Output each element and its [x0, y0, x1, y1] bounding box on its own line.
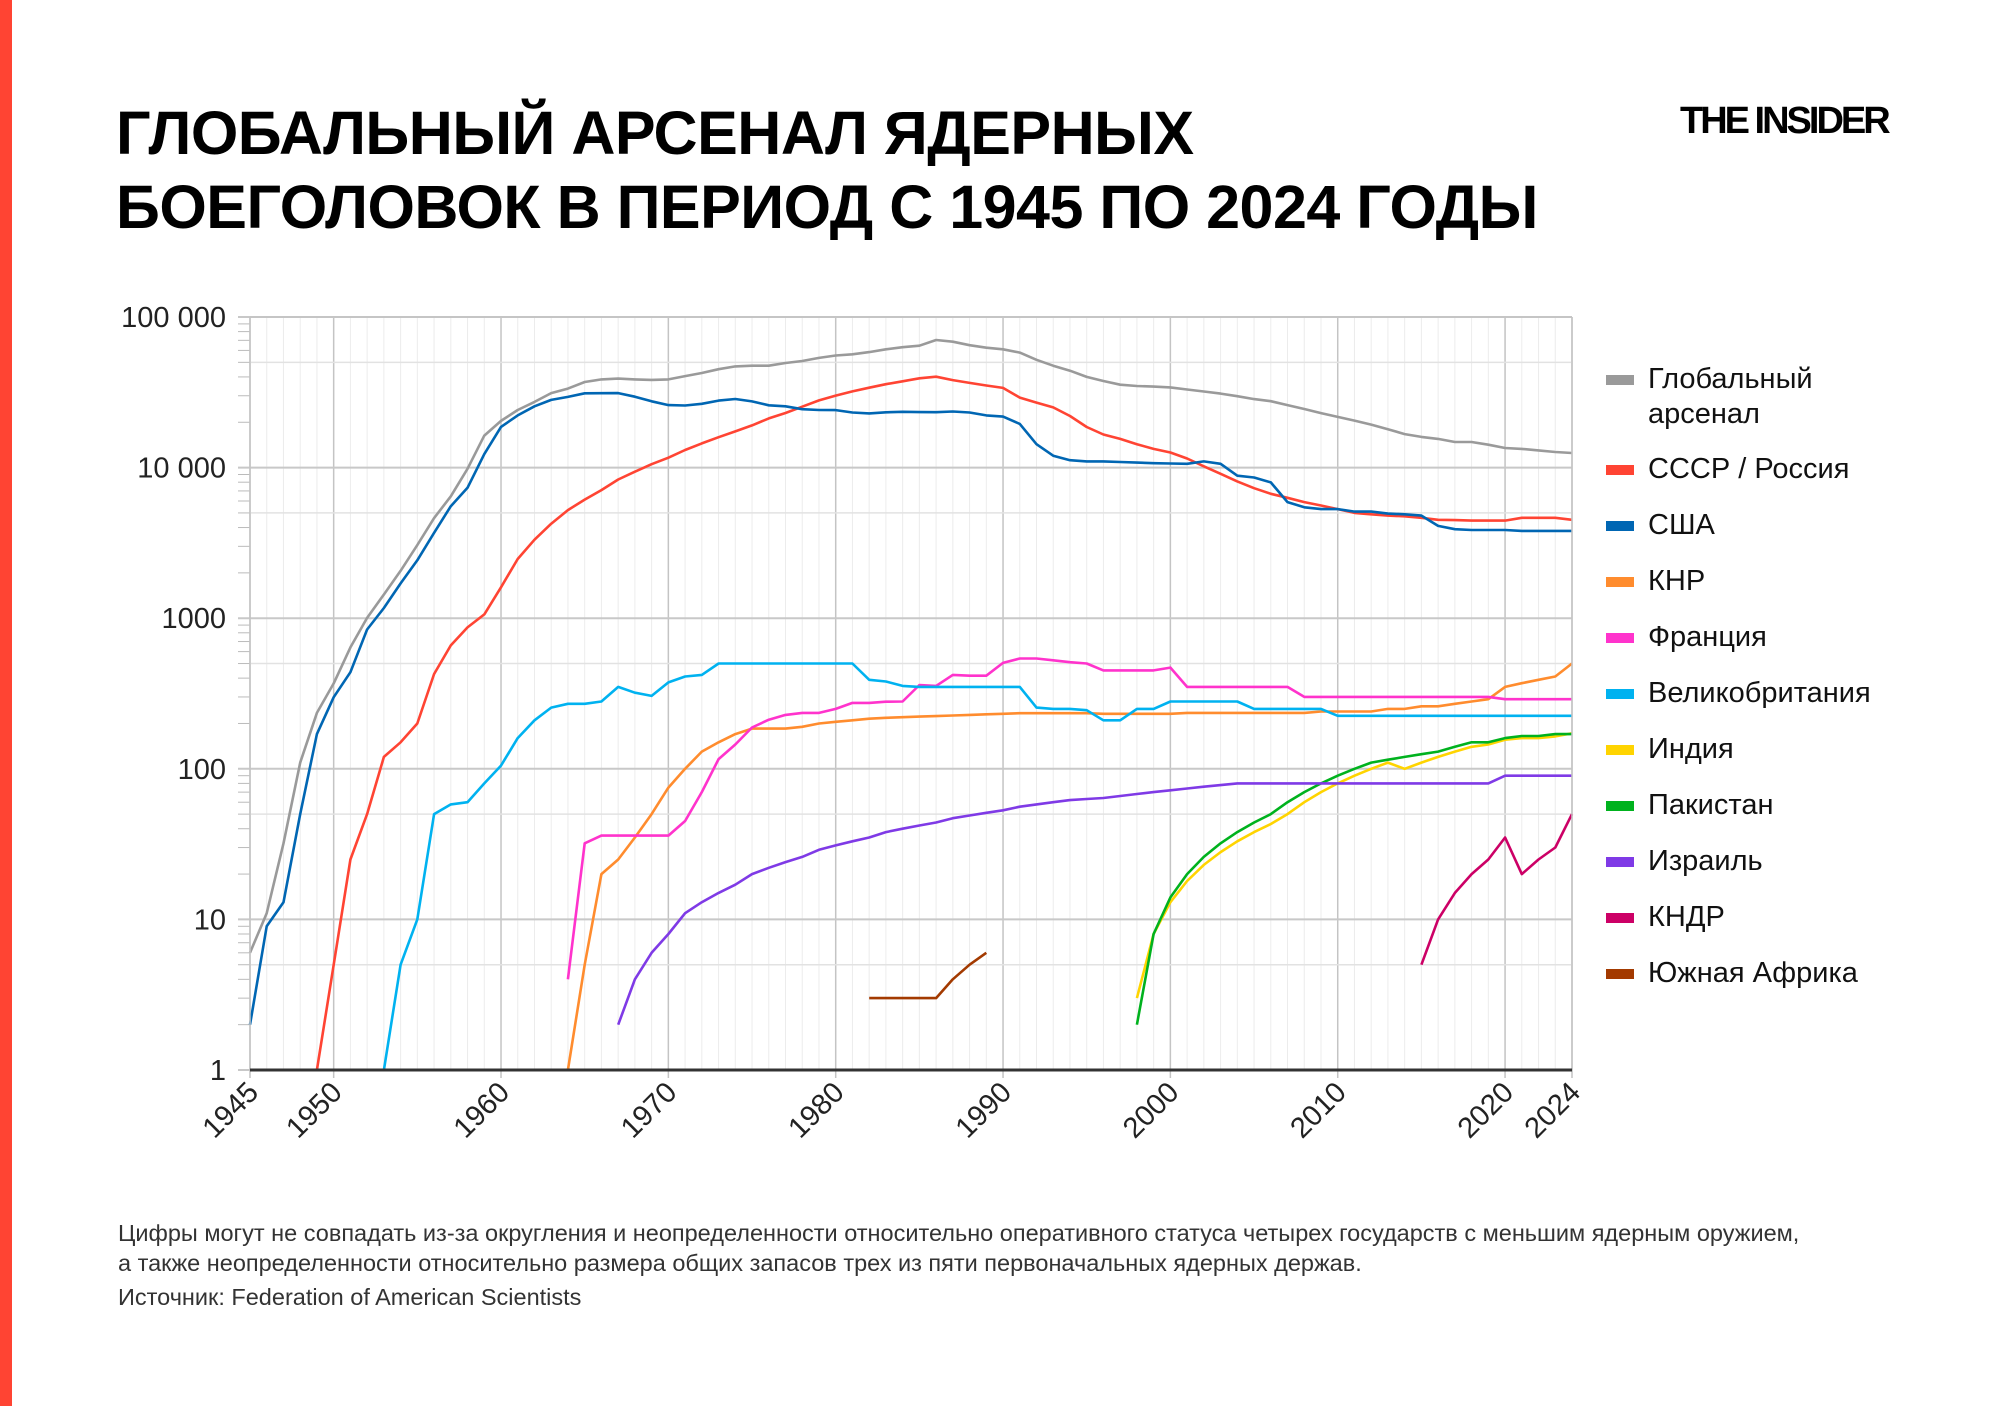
- series-lines: [248, 338, 1574, 1071]
- series-line: [1420, 813, 1574, 966]
- x-tick-label: 1980: [782, 1076, 850, 1144]
- legend-item: СССР / Россия: [1606, 452, 1986, 487]
- series-line: [1135, 732, 1572, 1025]
- x-tick-label: 1950: [280, 1076, 348, 1144]
- legend-swatch: [1606, 969, 1634, 979]
- legend-item: КНДР: [1606, 900, 1986, 935]
- y-tick-label: 1000: [161, 603, 226, 635]
- y-tick-label: 100 000: [121, 302, 226, 334]
- legend-label: Глобальный арсенал: [1648, 363, 1813, 430]
- legend-item: Индия: [1606, 732, 1986, 767]
- series-line: [566, 657, 1572, 980]
- legend-swatch: [1606, 465, 1634, 475]
- x-tick-label: 1960: [448, 1076, 516, 1144]
- page-title: ГЛОБАЛЬНЫЙ АРСЕНАЛ ЯДЕРНЫХ БОЕГОЛОВОК В …: [116, 96, 1538, 244]
- legend-item: Пакистан: [1606, 788, 1986, 823]
- legend-swatch: [1606, 375, 1634, 385]
- legend-item: США: [1606, 508, 1986, 543]
- x-tick-label: 1970: [615, 1076, 683, 1144]
- legend-label: СССР / Россия: [1648, 453, 1850, 485]
- legend-label: Индия: [1648, 733, 1734, 765]
- legend-label: КНДР: [1648, 901, 1725, 933]
- y-tick-label: 1: [210, 1055, 226, 1087]
- legend-label: КНР: [1648, 565, 1706, 597]
- footnote: Цифры могут не совпадать из-за округлени…: [118, 1220, 1800, 1276]
- x-tick-label: 2010: [1284, 1076, 1352, 1144]
- y-tick-label: 100: [178, 754, 226, 786]
- legend-label: Великобритания: [1648, 677, 1871, 709]
- series-line: [315, 375, 1573, 1071]
- x-tick-label: 2024: [1519, 1076, 1587, 1144]
- legend-label: Южная Африка: [1648, 957, 1858, 989]
- legend-label: США: [1648, 509, 1715, 541]
- grid: [238, 316, 1573, 1078]
- y-tick-label: 10: [194, 904, 226, 936]
- series-line: [1135, 732, 1573, 999]
- legend-item: Южная Африка: [1606, 956, 1986, 991]
- y-tick-label: 10 000: [137, 453, 226, 485]
- x-tick-label: 1990: [950, 1076, 1018, 1144]
- legend-swatch: [1606, 857, 1634, 867]
- series-line: [566, 662, 1573, 1071]
- legend-item: Глобальный арсенал: [1606, 362, 1986, 432]
- series-line: [616, 774, 1572, 1026]
- legend-swatch: [1606, 745, 1634, 755]
- title-line-2: БОЕГОЛОВОК В ПЕРИОД С 1945 ПО 2024 ГОДЫ: [116, 173, 1538, 241]
- legend-item: КНР: [1606, 564, 1986, 599]
- legend-swatch: [1606, 913, 1634, 923]
- x-tick-label: 1945: [197, 1076, 265, 1144]
- accent-bar: [0, 0, 12, 1406]
- legend-label: Израиль: [1648, 845, 1763, 877]
- x-tick-label: 2000: [1117, 1076, 1185, 1144]
- legend-swatch: [1606, 577, 1634, 587]
- series-line: [382, 662, 1572, 1071]
- source-credit: Источник: Federation of American Scienti…: [118, 1284, 582, 1310]
- series-line: [248, 391, 1572, 1025]
- legend-swatch: [1606, 521, 1634, 531]
- series-line: [248, 338, 1573, 954]
- legend-item: Великобритания: [1606, 676, 1986, 711]
- footer: Цифры могут не совпадать из-за округлени…: [118, 1218, 1818, 1312]
- legend-swatch: [1606, 689, 1634, 699]
- title-line-1: ГЛОБАЛЬНЫЙ АРСЕНАЛ ЯДЕРНЫХ: [116, 99, 1194, 167]
- x-tick-label: 2020: [1452, 1076, 1520, 1144]
- axes: 1 10 100 1000 10 000 100 000 1945 1950 1960 1970 1…: [121, 302, 1587, 1145]
- legend-item: Израиль: [1606, 844, 1986, 879]
- series-line: [869, 951, 988, 1000]
- legend-item: Франция: [1606, 620, 1986, 655]
- legend-swatch: [1606, 633, 1634, 643]
- the-insider-logo: THE INSIDER: [1680, 100, 1891, 142]
- legend-label: Франция: [1648, 621, 1767, 653]
- legend-swatch: [1606, 801, 1634, 811]
- legend-label: Пакистан: [1648, 789, 1774, 821]
